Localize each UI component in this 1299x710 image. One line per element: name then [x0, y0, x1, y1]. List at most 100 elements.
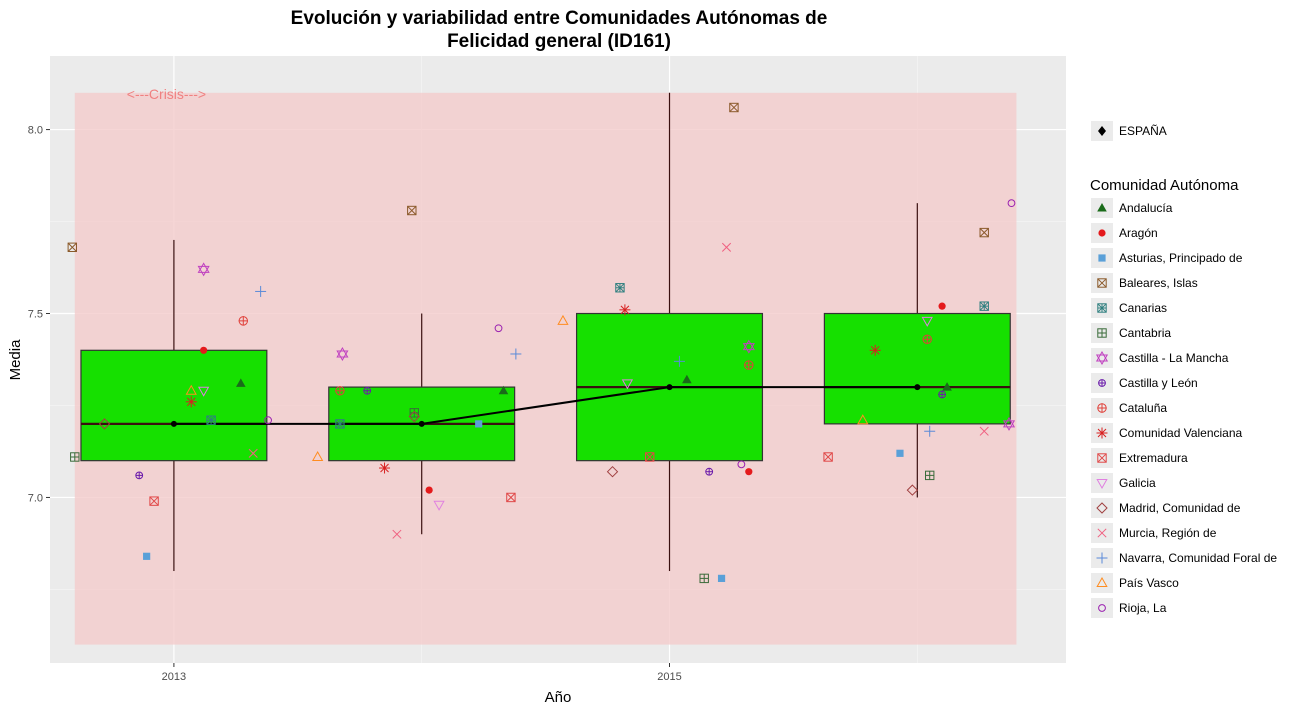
marker-shape [185, 384, 197, 395]
marker-stroke [729, 102, 739, 113]
marker-square [506, 492, 516, 503]
espana-point [170, 420, 177, 427]
marker-stroke [380, 463, 389, 473]
marker-shape [425, 486, 433, 494]
data-point [682, 374, 692, 384]
legend-marker [1097, 303, 1107, 313]
marker-shape [906, 484, 919, 496]
y-tick-label: 8.0 [28, 125, 43, 137]
data-point [409, 408, 419, 418]
marker-shape [742, 339, 755, 351]
legend-label: Castilla y León [1119, 376, 1198, 390]
data-point [979, 426, 989, 436]
data-point [938, 390, 946, 399]
data-point [70, 452, 80, 462]
data-point [979, 301, 989, 311]
marker-shape [311, 450, 324, 461]
marker-shape [621, 379, 634, 390]
legend-title: Comunidad Autónoma [1090, 177, 1239, 194]
marker-stroke [870, 345, 880, 355]
marker-stroke [1097, 528, 1107, 538]
data-point [248, 448, 258, 458]
data-point [979, 227, 989, 238]
legend-label: Castilla - La Mancha [1119, 351, 1229, 365]
data-point [185, 384, 197, 395]
legend-marker [1097, 453, 1107, 463]
y-axis-ticks: 7.0 7.5 8.0 [28, 125, 50, 504]
marker-shape [717, 574, 726, 582]
marker-square [729, 102, 739, 113]
marker-stroke [721, 242, 732, 252]
legend-marker [1097, 528, 1107, 538]
data-point [1007, 199, 1016, 208]
marker-shape [408, 410, 420, 423]
marker-square [149, 496, 159, 506]
chart-title-line-2: Felicidad general (ID161) [447, 31, 671, 52]
legend-label: Asturias, Principado de [1119, 251, 1243, 265]
data-point [143, 552, 151, 560]
marker-shape [200, 346, 208, 354]
data-point [644, 452, 655, 462]
legend-label: Rioja, La [1119, 601, 1167, 615]
marker-stroke [1097, 278, 1107, 288]
data-point [510, 348, 522, 360]
data-point [737, 460, 746, 469]
data-point [200, 346, 208, 354]
data-point [823, 452, 833, 462]
marker-shape [336, 346, 349, 358]
data-point [606, 465, 619, 478]
marker-shape [1098, 604, 1106, 612]
legend-marker [1098, 604, 1106, 612]
legend-marker [1098, 254, 1106, 262]
legend-marker [1098, 379, 1106, 387]
marker-shape [606, 465, 619, 478]
data-point [922, 334, 932, 344]
marker-shape [682, 374, 692, 384]
marker-shape [143, 552, 151, 560]
data-point [135, 471, 144, 480]
data-point [197, 262, 210, 277]
legend-label: Andalucía [1119, 201, 1173, 215]
legend-label: Comunidad Valenciana [1119, 426, 1243, 440]
legend-marker [1096, 479, 1108, 490]
marker-shape [197, 386, 210, 397]
legend-marker [1097, 328, 1107, 338]
data-point [197, 386, 210, 397]
legend-key [1091, 498, 1113, 518]
data-point [924, 425, 936, 437]
marker-shape [938, 302, 946, 310]
data-point [433, 500, 445, 511]
data-point [942, 382, 952, 391]
marker-square [644, 452, 655, 462]
data-point [236, 378, 246, 387]
y-tick-label: 7.0 [28, 492, 43, 504]
x-tick-label: 2013 [162, 671, 186, 683]
legend: Andalucía Aragón Asturias, Principado de Ba… [1091, 198, 1277, 618]
legend-key [1091, 473, 1113, 493]
data-point [379, 462, 391, 474]
marker-square [979, 227, 989, 238]
legend-label: Murcia, Región de [1119, 526, 1217, 540]
data-point [98, 418, 111, 430]
data-point [615, 283, 625, 293]
marker-stroke [979, 426, 989, 436]
data-point [906, 484, 919, 496]
espana-line [173, 386, 918, 425]
marker-shape [197, 262, 210, 273]
marker-square [407, 205, 417, 216]
legend-marker [1096, 552, 1108, 564]
marker-shape [742, 343, 755, 354]
data-point [494, 324, 503, 333]
marker-shape [1007, 199, 1016, 208]
data-point [498, 385, 509, 395]
marker-shape [1095, 354, 1109, 365]
data-point [1002, 416, 1016, 431]
marker-shape [1095, 351, 1109, 362]
marker-shape [1097, 203, 1107, 212]
data-point [742, 339, 755, 354]
data-point [619, 304, 631, 316]
x-axis-title: Año [545, 689, 572, 706]
espana-point [914, 384, 921, 391]
